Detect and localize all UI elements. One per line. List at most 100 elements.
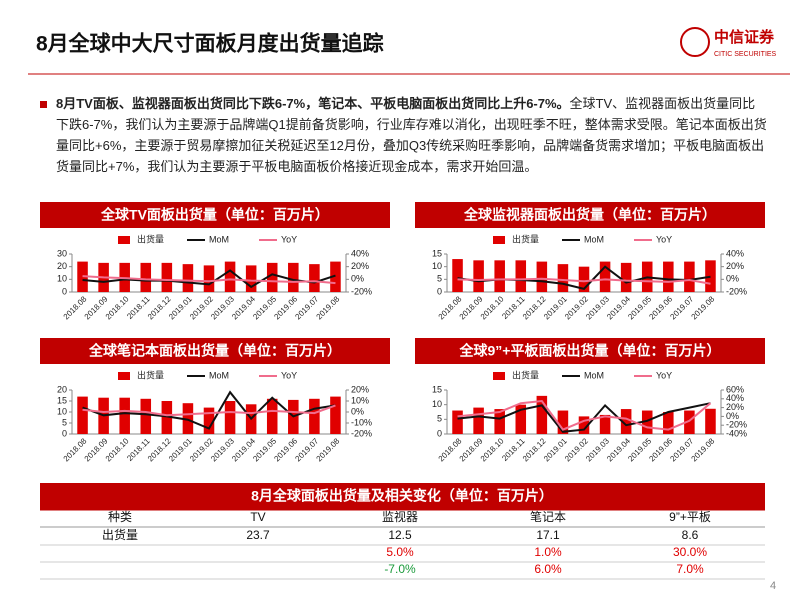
y2-tick-label: 40% bbox=[726, 248, 744, 258]
line-series bbox=[457, 399, 712, 431]
legend-label: MoM bbox=[584, 234, 604, 244]
bar bbox=[705, 260, 716, 292]
x-tick-label: 2019.08 bbox=[315, 436, 342, 463]
y-tick-label: 0 bbox=[62, 286, 67, 296]
y2-tick-label: -20% bbox=[351, 428, 372, 438]
paragraph-bold: 8月TV面板、监视器面板出货同比下跌6-7%，笔记本、平板电脑面板出货同比上升6… bbox=[56, 96, 570, 111]
y2-tick-label: 40% bbox=[351, 248, 369, 258]
bar bbox=[224, 261, 236, 292]
bar bbox=[288, 262, 299, 292]
bar bbox=[620, 409, 632, 434]
bar bbox=[309, 398, 320, 434]
bar bbox=[309, 264, 320, 292]
bar bbox=[203, 265, 215, 292]
page-title: 8月全球中大尺寸面板月度出货量追踪 bbox=[36, 32, 384, 56]
legend-label: YoY bbox=[656, 234, 672, 244]
y2-tick-label: -20% bbox=[726, 286, 747, 296]
chart-title: 全球笔记本面板出货量（单位：百万片） bbox=[88, 343, 341, 359]
line-series bbox=[82, 275, 336, 285]
y2-tick-label: -20% bbox=[726, 420, 747, 430]
bar bbox=[641, 410, 653, 434]
legend-swatch bbox=[118, 236, 130, 244]
y2-tick-label: 0% bbox=[351, 274, 364, 284]
paragraph: 8月TV面板、监视器面板出货同比下跌6-7%，笔记本、平板电脑面板出货同比上升6… bbox=[56, 93, 768, 177]
x-tick-label: 2019.08 bbox=[315, 294, 342, 321]
chart-title-bar bbox=[40, 202, 390, 228]
bar bbox=[494, 409, 505, 434]
y2-tick-label: 0% bbox=[726, 274, 739, 284]
bar bbox=[557, 264, 569, 292]
bar bbox=[473, 407, 484, 434]
bar bbox=[330, 261, 341, 292]
y-tick-label: 15 bbox=[432, 384, 442, 394]
table-header-cell: 9”+平板 bbox=[669, 510, 711, 524]
y-tick-label: 15 bbox=[432, 248, 442, 258]
legend-swatch bbox=[118, 372, 130, 380]
y-tick-label: 20 bbox=[57, 384, 67, 394]
y-tick-label: 10 bbox=[57, 406, 67, 416]
legend-label: 出货量 bbox=[512, 369, 539, 380]
line-series bbox=[82, 390, 336, 430]
table-header-cell: 笔记本 bbox=[530, 509, 566, 524]
y2-tick-label: 10% bbox=[351, 395, 369, 405]
y-tick-label: 30 bbox=[57, 248, 67, 258]
table-cell: -7.0% bbox=[384, 562, 416, 576]
legend-label: MoM bbox=[584, 370, 604, 380]
chart-title: 全球9”+平板面板出货量（单位：百万片） bbox=[459, 343, 721, 359]
y2-tick-label: -40% bbox=[726, 428, 747, 438]
table-cell: 7.0% bbox=[676, 562, 704, 576]
bar bbox=[452, 259, 463, 292]
y2-tick-label: 20% bbox=[351, 261, 369, 271]
x-tick-label: 2019.08 bbox=[690, 436, 717, 463]
y-tick-label: 5 bbox=[62, 417, 67, 427]
legend-label: 出货量 bbox=[512, 233, 539, 244]
line-series bbox=[82, 404, 336, 417]
bar bbox=[578, 266, 590, 292]
bar bbox=[182, 264, 194, 292]
bar bbox=[140, 262, 152, 292]
y-tick-label: 10 bbox=[432, 399, 442, 409]
y2-tick-label: 20% bbox=[726, 261, 744, 271]
legend-label: YoY bbox=[281, 234, 297, 244]
bar bbox=[452, 410, 463, 434]
bar bbox=[515, 404, 527, 434]
chart-title-bar bbox=[415, 202, 765, 228]
y-tick-label: 5 bbox=[437, 274, 442, 284]
bar bbox=[536, 261, 548, 292]
table-header-cell: 监视器 bbox=[382, 509, 418, 524]
y2-tick-label: 0% bbox=[726, 411, 739, 421]
bar bbox=[140, 398, 152, 434]
paragraph-text: 全球TV、监视器面板出货量同比下跌6-7%，我们认为主要源于品牌端Q1提前备货影… bbox=[56, 96, 767, 174]
bar bbox=[494, 260, 505, 292]
legend-swatch bbox=[493, 372, 505, 380]
table-title-bar bbox=[40, 483, 765, 510]
legend-label: 出货量 bbox=[137, 369, 164, 380]
table-cell: 5.0% bbox=[386, 545, 414, 559]
y-tick-label: 15 bbox=[57, 395, 67, 405]
bar bbox=[557, 410, 569, 434]
table-cell: 6.0% bbox=[534, 562, 562, 576]
table-cell: 8.6 bbox=[682, 528, 699, 542]
x-tick-label: 2019.08 bbox=[690, 294, 717, 321]
table-cell: 17.1 bbox=[536, 528, 560, 542]
y-tick-label: 0 bbox=[62, 428, 67, 438]
y2-tick-label: 20% bbox=[351, 384, 369, 394]
legend-label: MoM bbox=[209, 234, 229, 244]
bar bbox=[620, 262, 632, 292]
logo-subtext: CITIC SECURITIES bbox=[714, 51, 777, 58]
y2-tick-label: -20% bbox=[351, 286, 372, 296]
y-tick-label: 10 bbox=[432, 261, 442, 271]
y-tick-label: 20 bbox=[57, 261, 67, 271]
logo-text: 中信证券 bbox=[714, 28, 775, 46]
bar bbox=[663, 261, 674, 292]
y2-tick-label: -10% bbox=[351, 417, 372, 427]
logo-mark bbox=[680, 27, 710, 57]
bar bbox=[705, 408, 716, 434]
chart-title-bar bbox=[415, 338, 765, 364]
bar bbox=[684, 410, 695, 434]
line-series bbox=[457, 277, 711, 285]
bar bbox=[266, 398, 278, 434]
chart-title: 全球监视器面板出货量（单位：百万片） bbox=[463, 207, 716, 223]
